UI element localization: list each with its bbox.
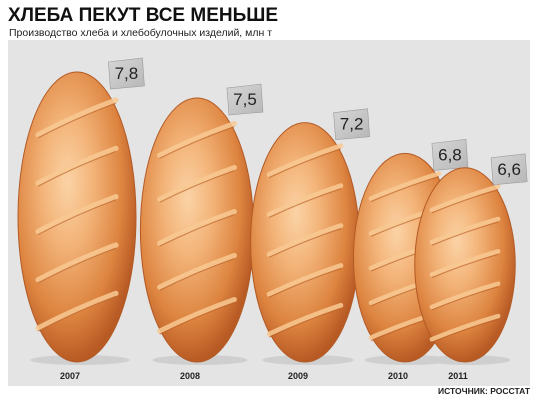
bread-loaf-2009: 7,2 2009: [250, 108, 370, 381]
bread-loaf-2011: 6,6 2011: [414, 153, 528, 381]
value-tag: [226, 83, 264, 116]
x-tick-label: 2007: [60, 371, 80, 381]
data-label: 7,8: [115, 64, 139, 83]
data-label: 6,8: [438, 145, 462, 164]
x-tick-label: 2009: [288, 371, 308, 381]
bread-loaf-2008: 7,5 2008: [139, 83, 264, 381]
source-note: ИСТОЧНИК: РОССТАТ: [438, 386, 531, 396]
bread-loaf-2007: 7,8 2007: [17, 57, 145, 381]
value-tag: [333, 108, 370, 141]
chart-title: ХЛЕБА ПЕКУТ ВСЕ МЕНЬШЕ: [8, 5, 279, 26]
value-tag: [490, 153, 528, 186]
data-label: 7,5: [233, 90, 257, 109]
data-label: 7,2: [340, 115, 364, 134]
x-tick-label: 2010: [388, 371, 408, 381]
x-tick-label: 2011: [448, 371, 468, 381]
x-tick-label: 2008: [180, 371, 200, 381]
chart-subtitle: Производство хлеба и хлебобулочных издел…: [9, 27, 273, 39]
value-tag: [108, 57, 145, 90]
data-label: 6,6: [497, 160, 521, 179]
value-tag: [431, 139, 469, 171]
